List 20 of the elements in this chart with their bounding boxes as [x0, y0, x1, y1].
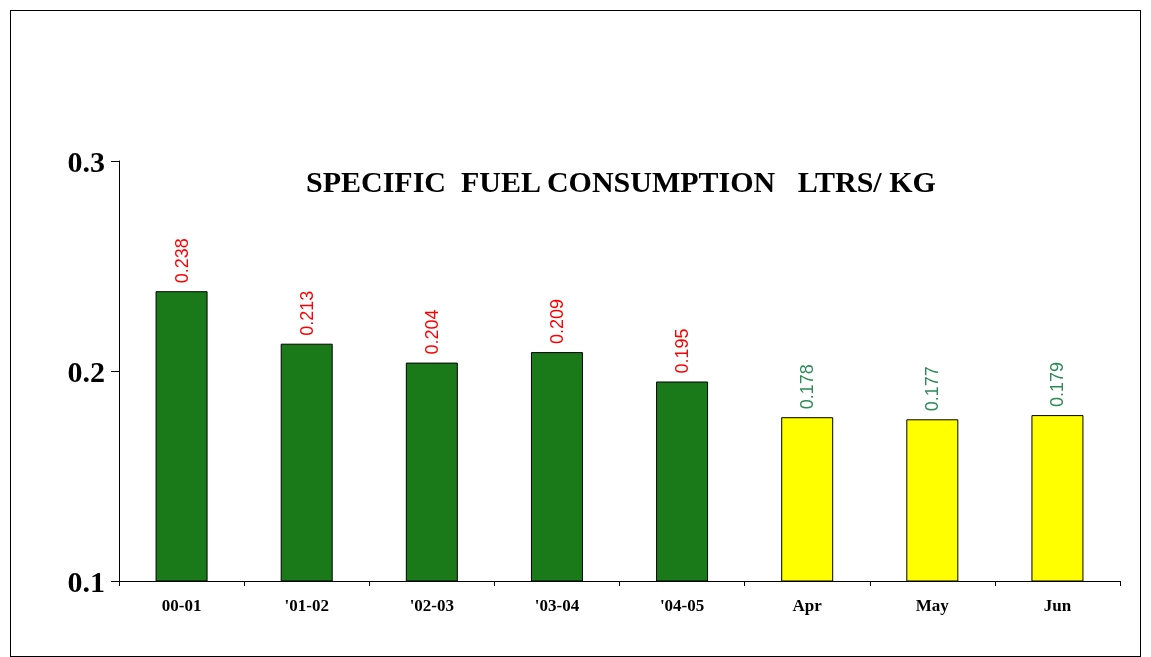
- data-label: 0.178: [797, 364, 818, 410]
- x-tick-label: '01-02: [284, 596, 329, 615]
- y-tick-label: 0.1: [67, 564, 105, 598]
- x-tick-label: '04-05: [659, 596, 705, 615]
- x-tick-label: May: [915, 596, 950, 615]
- chart-title: SPECIFIC FUEL CONSUMPTION LTRS/ KG: [306, 164, 936, 198]
- data-label: 0.177: [922, 366, 943, 412]
- x-tick-label: Apr: [792, 596, 823, 615]
- x-tick-label: '03-04: [534, 596, 580, 615]
- data-label: 0.209: [546, 299, 567, 345]
- data-label: 0.204: [421, 309, 442, 355]
- y-tick-label: 0.3: [67, 144, 105, 178]
- data-label: 0.213: [296, 290, 317, 336]
- data-label: 0.179: [1047, 362, 1068, 408]
- x-tick-label: '02-03: [409, 596, 455, 615]
- y-tick-label: 0.2: [67, 354, 105, 388]
- data-label: 0.238: [171, 238, 192, 284]
- data-label: 0.195: [672, 328, 693, 374]
- x-tick-label: Jun: [1043, 596, 1072, 615]
- x-tick-label: 00-01: [161, 596, 202, 615]
